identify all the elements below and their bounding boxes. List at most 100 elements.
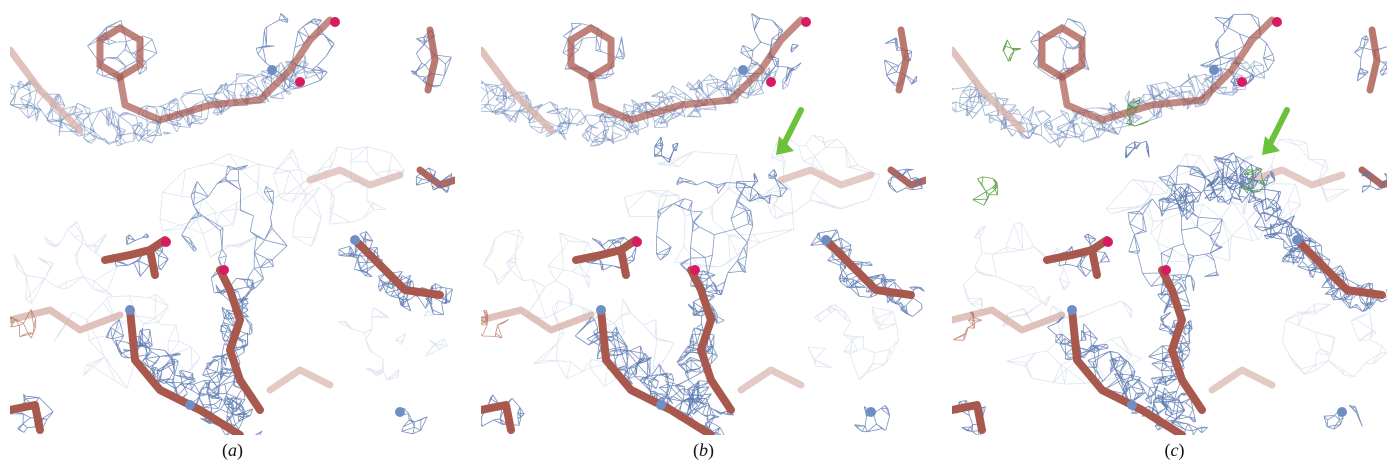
top-backbone-region (481, 13, 811, 147)
nitrogen-atom (350, 235, 360, 245)
oxygen-atom (632, 237, 642, 247)
right-residue-sticks (424, 26, 439, 94)
panel-b-svg (481, 13, 926, 435)
faint-residue-sticks (481, 46, 555, 134)
faint-density-mesh (623, 151, 795, 268)
central-residue-region (972, 39, 1312, 435)
backbone-density-mesh-segment (1018, 105, 1053, 139)
nitrogen-atom (1067, 305, 1077, 315)
nitrogen-atom (185, 400, 195, 410)
right-middle-region (338, 166, 455, 316)
oxygen-atom (1103, 237, 1113, 247)
faint-density-mesh (1105, 153, 1271, 263)
faint-residue-sticks (777, 166, 875, 189)
top-backbone-sticks (116, 16, 334, 124)
nitrogen-atom (596, 305, 606, 315)
acid-residue-sticks (101, 236, 169, 264)
panel-c-svg (952, 13, 1387, 435)
panel-b-density-map (481, 10, 926, 435)
faint-residue-sticks (10, 46, 84, 134)
nitrogen-atom (125, 305, 135, 315)
lower-backbone-sticks (1068, 306, 1186, 435)
central-residue-region (572, 136, 788, 435)
faint-density-mesh (807, 304, 899, 381)
faint-residue-sticks (266, 366, 334, 394)
side-chain-density-mesh-segment (692, 401, 720, 422)
oxygen-atom (801, 17, 811, 27)
top-backbone-region (10, 13, 340, 147)
bottom-left-sticks (952, 401, 986, 434)
negative-density-mesh (481, 309, 510, 339)
faint-residue-sticks (1248, 166, 1346, 189)
lower-backbone-density-mesh (105, 319, 245, 435)
lower-backbone-density-mesh (1047, 316, 1185, 431)
nitrogen-atom (821, 235, 831, 245)
panel-a-density-map (10, 10, 455, 435)
bottom-right-density-mesh (1323, 405, 1363, 430)
nitrogen-atom (866, 407, 876, 417)
side-chain-density-mesh-segment (1164, 398, 1197, 423)
oxygen-atom (219, 265, 229, 275)
lower-backbone-density-mesh-segment (648, 372, 686, 410)
oxygen-atom (1237, 77, 1247, 87)
panel-c-density-map (952, 10, 1387, 435)
faint-density-mesh (748, 134, 881, 220)
central-side-chain-sticks (687, 266, 735, 414)
right-residue-sticks (822, 236, 915, 299)
top-backbone-sticks (587, 16, 805, 124)
nitrogen-atom (1292, 235, 1302, 245)
new-density-mesh (735, 169, 788, 205)
backbone-density-mesh-segment (116, 112, 152, 142)
acid-residue-sticks (572, 236, 640, 264)
lower-backbone-density-mesh-segment (198, 381, 223, 409)
lower-backbone-density-mesh-segment (156, 358, 196, 396)
nitrogen-atom (1337, 407, 1347, 417)
nitrogen-atom (1209, 65, 1219, 75)
oxygen-atom (161, 237, 171, 247)
phenyl-ring-sticks (96, 23, 144, 82)
central-residue-region (101, 164, 288, 435)
acid-residue-sticks (1088, 246, 1101, 279)
central-density-mesh (181, 164, 288, 294)
top-backbone-sticks (1058, 16, 1276, 124)
nitrogen-atom (738, 65, 748, 75)
bottom-right-density-mesh (854, 405, 891, 433)
central-side-chain-sticks (1158, 266, 1206, 414)
faint-density-mesh (338, 307, 448, 381)
backbone-density-mesh-segment (90, 106, 126, 145)
panel-a-svg (10, 13, 455, 435)
right-residue-sticks (1366, 26, 1381, 94)
phenyl-ring-sticks (567, 23, 615, 82)
difference-density-mesh (972, 176, 998, 206)
lower-backbone-sticks (126, 306, 244, 435)
faint-density-mesh (272, 146, 405, 225)
faint-residue-sticks (10, 306, 124, 334)
side-chain-density-mesh (674, 270, 734, 435)
bottom-left-sticks (481, 401, 515, 434)
top-backbone-region (952, 13, 1282, 148)
oxygen-atom (295, 77, 305, 87)
right-residue-sticks (895, 26, 910, 94)
oxygen-atom (330, 17, 340, 27)
faint-density-mesh (963, 222, 1070, 319)
acid-density-mesh (114, 233, 169, 277)
difference-density-mesh (1002, 39, 1022, 62)
caption-a: (a) (222, 440, 243, 460)
faint-residue-sticks (737, 366, 805, 394)
right-middle-region (1284, 166, 1387, 312)
difference-density-mesh (1126, 99, 1149, 127)
difference-density-mesh (1239, 168, 1266, 193)
right-edge-density-mesh (887, 168, 923, 193)
right-edge-density-mesh (1361, 171, 1387, 193)
nitrogen-atom (395, 407, 405, 417)
caption-c: (c) (1164, 440, 1185, 460)
extended-density-mesh (1158, 152, 1312, 263)
bottom-left-sticks (10, 401, 44, 434)
faint-density-mesh (483, 229, 595, 319)
faint-residue-sticks (952, 46, 1026, 134)
indicator-arrow (1262, 107, 1290, 155)
oxygen-atom (690, 265, 700, 275)
oxygen-atom (1272, 17, 1282, 27)
new-density-mesh (1124, 140, 1150, 159)
